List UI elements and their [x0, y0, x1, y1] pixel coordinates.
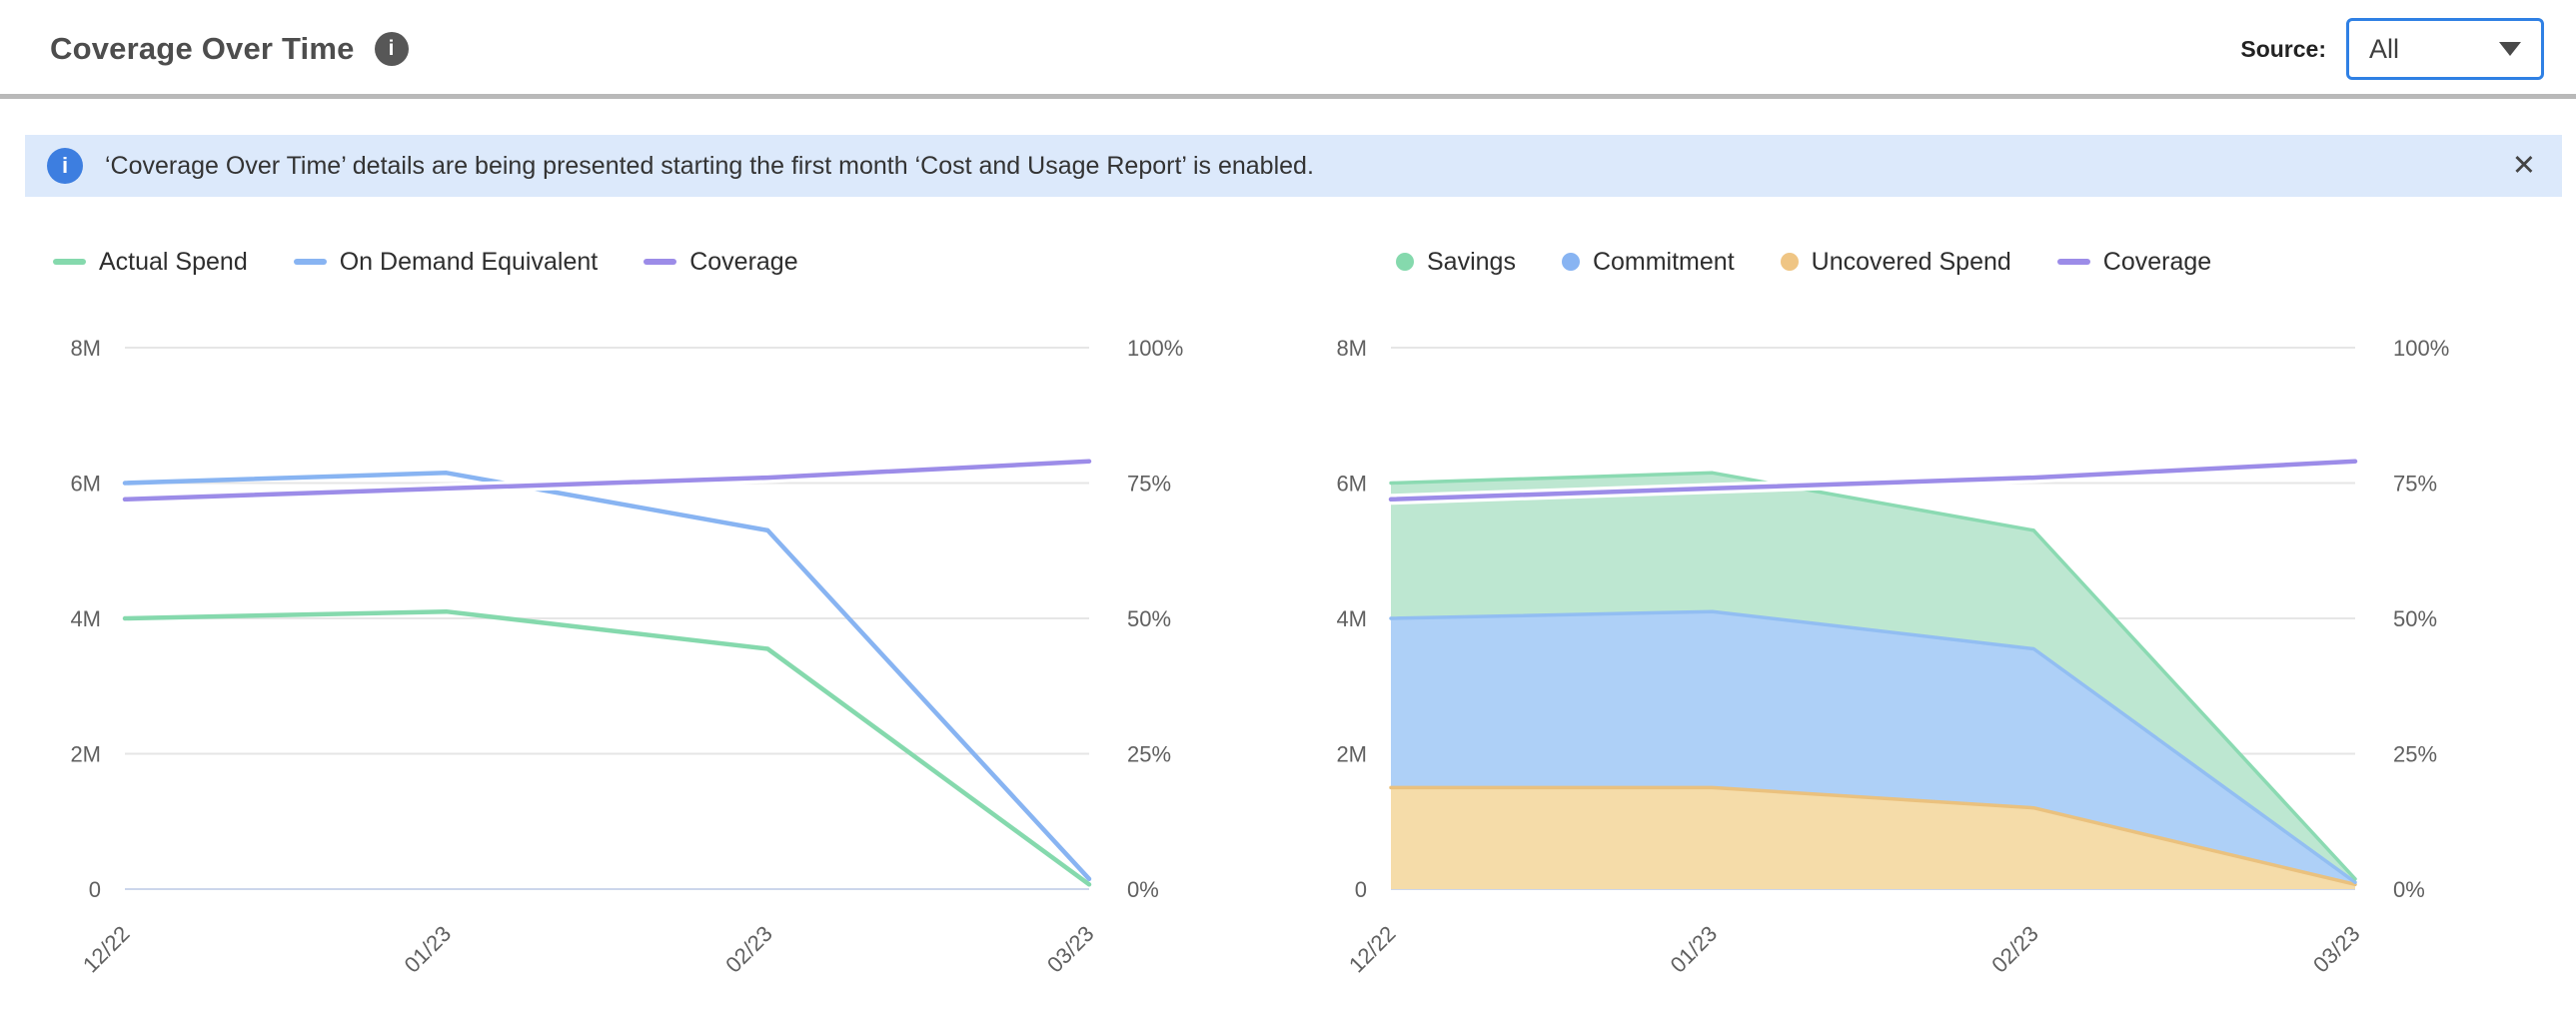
y-axis-right-tick: 50% — [1127, 606, 1171, 631]
legend-swatch-savings-icon — [1396, 253, 1414, 271]
y-axis-left-tick: 6M — [1336, 472, 1367, 497]
legend-item-coverage[interactable]: Coverage — [644, 247, 798, 277]
y-axis-left-tick: 8M — [70, 336, 101, 361]
savings-area — [1391, 473, 2355, 883]
legend-swatch-uncovered-spend-icon — [1780, 253, 1799, 271]
commitment-area — [1391, 611, 2355, 885]
source-dropdown-value: All — [2369, 33, 2400, 64]
legend-label: Coverage — [2102, 247, 2212, 276]
info-banner: i ‘Coverage Over Time’ details are being… — [25, 135, 2562, 197]
commitment-area-edge — [1389, 609, 2357, 884]
y-axis-left-tick: 0 — [1355, 877, 1367, 902]
y-axis-right-tick: 75% — [1127, 472, 1171, 497]
x-axis-tick: 03/23 — [1042, 921, 1099, 978]
line-chart-plot: 8M 100% 6M 75% 4M 50% 2M 25% 0 0% 12/22 01/23 02/23 0… — [70, 336, 1183, 978]
legend-item-commitment[interactable]: Commitment — [1561, 247, 1735, 277]
source-label: Source: — [2240, 35, 2326, 62]
legend-swatch-actual-spend-icon — [53, 259, 86, 265]
coverage-line — [122, 459, 1092, 503]
legend-label: Coverage — [689, 247, 798, 276]
savings-area-edge — [1389, 471, 2357, 881]
x-axis-tick: 03/23 — [2308, 921, 2365, 978]
y-axis-right-tick: 100% — [1127, 336, 1183, 361]
header-title-group: Coverage Over Time i — [50, 31, 409, 67]
y-axis-left-tick: 0 — [89, 877, 101, 902]
x-axis-tick: 01/23 — [400, 921, 457, 978]
header-divider — [0, 94, 2576, 99]
source-dropdown[interactable]: All — [2346, 18, 2544, 80]
legend-item-on-demand-equivalent[interactable]: On Demand Equivalent — [293, 247, 599, 277]
legend-swatch-commitment-icon — [1561, 253, 1580, 271]
legend-label: Savings — [1427, 247, 1516, 276]
y-axis-left-tick: 4M — [70, 606, 101, 631]
y-axis-right-tick: 100% — [2393, 336, 2449, 361]
line-chart-legend: Actual Spend On Demand Equivalent Coverage — [25, 241, 1269, 283]
legend-swatch-coverage-icon — [644, 259, 677, 265]
info-icon[interactable]: i — [374, 32, 409, 66]
legend-label: On Demand Equivalent — [339, 247, 599, 276]
y-axis-left-tick: 4M — [1336, 606, 1367, 631]
chevron-down-icon — [2499, 42, 2521, 56]
legend-label: Commitment — [1592, 247, 1735, 276]
legend-item-actual-spend[interactable]: Actual Spend — [53, 248, 248, 277]
x-axis-tick: 02/23 — [1986, 921, 2043, 978]
legend-item-uncovered-spend[interactable]: Uncovered Spend — [1780, 247, 2011, 277]
x-axis-tick: 12/22 — [1344, 921, 1401, 978]
x-axis-tick: 01/23 — [1666, 921, 1723, 978]
page-title: Coverage Over Time — [50, 31, 355, 66]
close-icon[interactable]: ✕ — [2511, 149, 2536, 182]
y-axis-left-tick: 2M — [1336, 742, 1367, 767]
y-axis-right-tick: 25% — [2393, 742, 2437, 767]
y-axis-right-tick: 50% — [2393, 606, 2437, 631]
legend-swatch-coverage-icon — [2056, 259, 2090, 265]
source-filter-group: Source: All — [2240, 18, 2544, 80]
uncovered-spend-area-edge — [1389, 785, 2357, 887]
actual-spend-line — [122, 608, 1092, 887]
legend-item-savings[interactable]: Savings — [1396, 248, 1516, 277]
area-chart-plot: 8M 100% 6M 75% 4M 50% 2M 25% 0 0% 12/22 01/23 02/23 0… — [1336, 336, 2449, 978]
y-axis-left-tick: 6M — [70, 472, 101, 497]
spend-lines-chart: Actual Spend On Demand Equivalent Coverage… — [25, 241, 1269, 1007]
legend-swatch-on-demand-equivalent-icon — [293, 259, 327, 265]
x-axis-tick: 02/23 — [720, 921, 777, 978]
on-demand-equivalent-line — [122, 471, 1092, 882]
y-axis-right-tick: 75% — [2393, 472, 2437, 497]
legend-label: Uncovered Spend — [1811, 247, 2011, 276]
y-axis-left-tick: 8M — [1336, 336, 1367, 361]
uncovered-spend-area — [1391, 787, 2355, 889]
coverage-line — [1388, 459, 2358, 503]
charts-row: Actual Spend On Demand Equivalent Coverage… — [0, 197, 2576, 1007]
y-axis-right-tick: 0% — [1127, 877, 1159, 902]
header: Coverage Over Time i Source: All — [0, 0, 2576, 94]
x-axis-tick: 12/22 — [78, 921, 135, 978]
banner-message: ‘Coverage Over Time’ details are being p… — [105, 151, 1314, 180]
y-axis-right-tick: 0% — [2393, 877, 2425, 902]
area-chart-legend: Savings Commitment Uncovered Spend Coverage — [1291, 241, 2535, 283]
stacked-area-chart: Savings Commitment Uncovered Spend Coverage… — [1291, 241, 2535, 1007]
y-axis-left-tick: 2M — [70, 742, 101, 767]
legend-item-coverage[interactable]: Coverage — [2056, 247, 2212, 277]
info-circle-icon: i — [47, 148, 83, 184]
legend-label: Actual Spend — [99, 247, 248, 276]
y-axis-right-tick: 25% — [1127, 742, 1171, 767]
